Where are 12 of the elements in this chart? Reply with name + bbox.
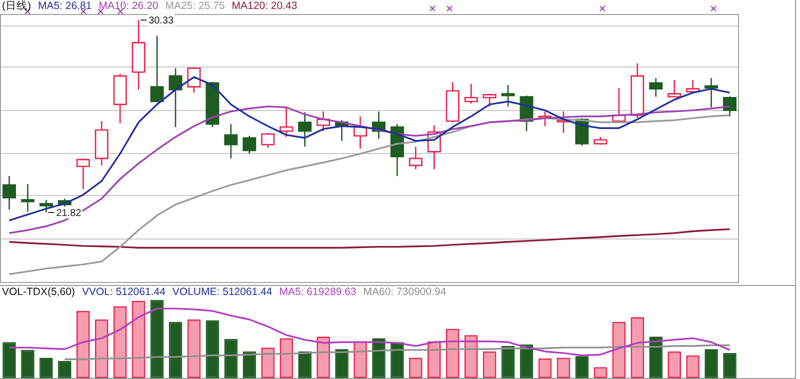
chart-title: VOL-TDX(5,60)	[2, 286, 75, 299]
text: VVOL: 512061.44	[82, 286, 166, 299]
text: MA25: 25.75	[165, 0, 225, 13]
text: MA120: 20.43	[232, 0, 298, 13]
annotation: 30.33	[148, 16, 174, 27]
text: MA60: 730900.94	[363, 286, 446, 299]
text: MA5: 26.81	[38, 0, 92, 13]
chart-title: (日线)	[2, 0, 31, 13]
text: MA5: 619289.63	[279, 286, 356, 299]
text: MA10: 26.20	[98, 0, 158, 13]
text: VOLUME: 512061.44	[172, 286, 272, 299]
annotation: 21.82	[56, 208, 82, 220]
